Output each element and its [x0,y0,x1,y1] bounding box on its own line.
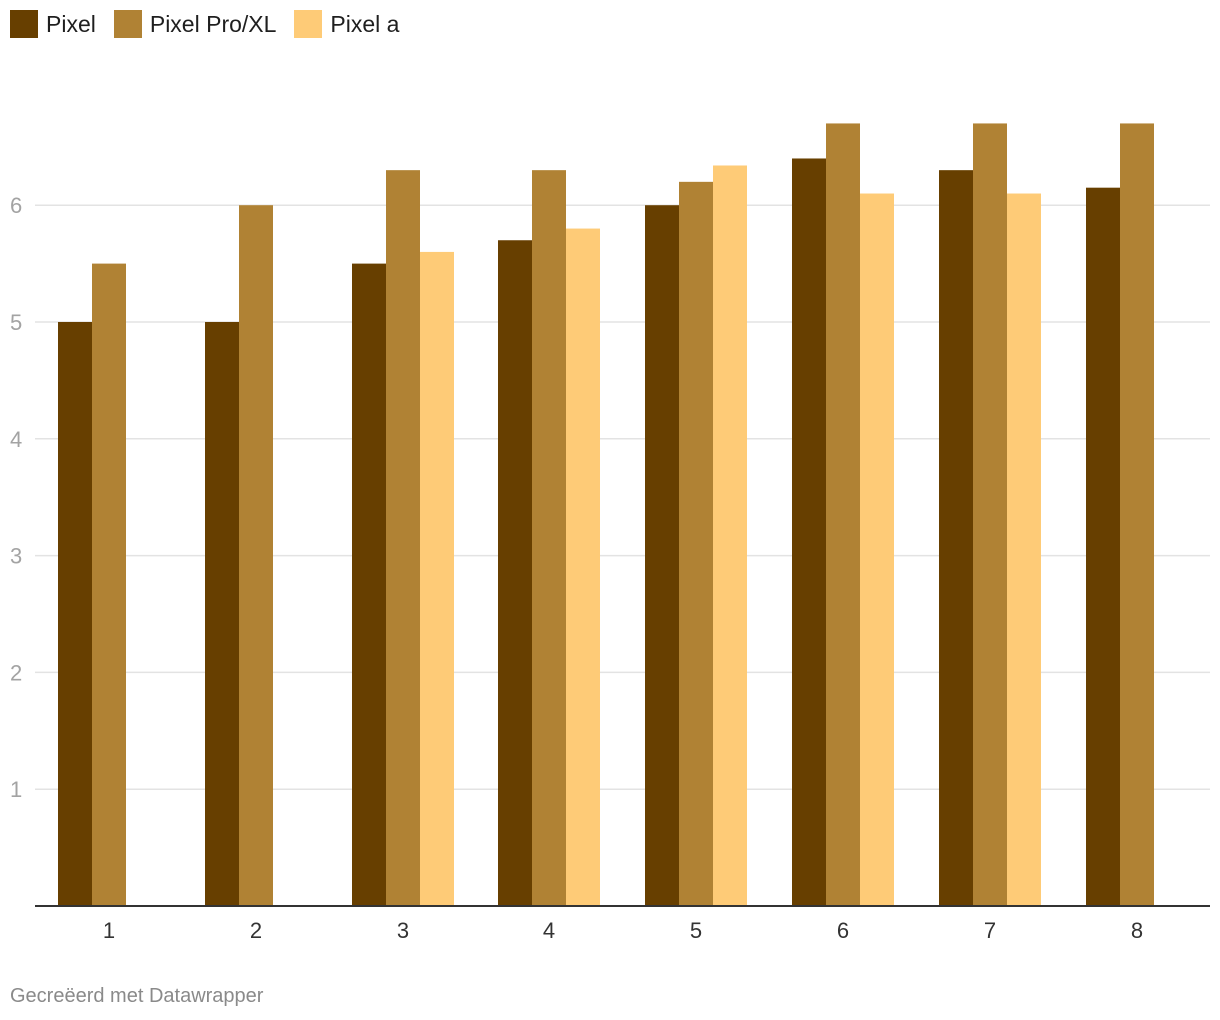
y-tick-label-5: 5 [10,310,22,335]
y-tick-label-4: 4 [10,427,22,452]
x-tick-label-8: 8 [1131,918,1143,943]
legend-label-pixel-a: Pixel a [330,10,400,37]
x-tick-label-5: 5 [690,918,702,943]
legend-swatch-pixel [10,10,38,38]
x-tick-label-2: 2 [250,918,262,943]
x-tick-label-6: 6 [837,918,849,943]
legend-item-pixel-pro-xl: Pixel Pro/XL [113,10,277,38]
legend-label-pixel-pro-xl: Pixel Pro/XL [149,10,277,37]
bar-pixel-6 [792,158,826,907]
bar-pixel-a-3 [420,251,454,907]
bar-pixel-3 [352,263,386,907]
legend-swatch-pixel-a [294,10,323,38]
bar-pixel-a-6 [860,193,894,906]
bar-pixel-pro-xl-5 [679,181,713,907]
y-tick-label-6: 6 [10,193,22,218]
bar-pixel-pro-xl-1 [92,263,126,907]
bar-pixel-5 [645,205,679,906]
bar-pixel-a-4 [566,228,600,906]
bar-pixel-7 [939,170,973,906]
bar-pixel-4 [498,240,532,907]
bar-pixel-pro-xl-3 [386,170,420,906]
bar-pixel-2 [205,322,239,906]
bar-pixel-pro-xl-7 [973,123,1007,906]
legend-item-pixel: Pixel [10,10,96,38]
x-tick-label-3: 3 [397,918,409,943]
bar-pixel-8 [1086,187,1120,906]
bar-pixel-1 [58,322,92,906]
bar-pixel-pro-xl-6 [826,123,860,906]
bar-pixel-a-5 [713,165,747,906]
y-tick-label-2: 2 [10,660,22,685]
x-tick-label-1: 1 [103,918,115,943]
y-tick-label-3: 3 [10,544,22,569]
legend-label-pixel: Pixel [46,10,96,37]
x-tick-label-4: 4 [543,918,555,943]
bar-pixel-pro-xl-2 [239,205,273,906]
bar-pixel-a-7 [1007,193,1041,906]
legend-item-pixel-a: Pixel a [294,10,399,38]
bar-pixel-pro-xl-4 [532,170,566,906]
legend-swatch-pixel-pro-xl [113,10,142,38]
chart-legend: Pixel Pixel Pro/XL Pixel a [10,10,417,38]
y-tick-label-1: 1 [10,777,22,802]
credit-text: Gecreëerd met Datawrapper [10,985,264,1007]
bar-pixel-pro-xl-8 [1120,123,1154,906]
x-tick-label-7: 7 [984,918,996,943]
